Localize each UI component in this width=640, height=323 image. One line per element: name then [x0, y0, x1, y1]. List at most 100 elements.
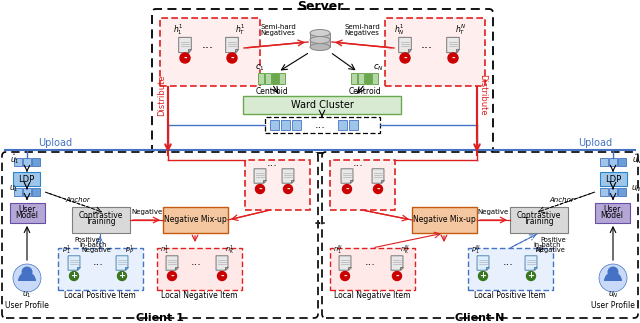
Bar [330, 160, 395, 210]
Bar [412, 207, 477, 233]
Bar [351, 72, 357, 84]
Circle shape [227, 53, 237, 63]
Polygon shape [188, 49, 191, 53]
Text: $n_K^1$: $n_K^1$ [225, 243, 235, 257]
Text: Negatives: Negatives [344, 30, 380, 36]
Bar [385, 18, 485, 86]
Bar [292, 120, 301, 130]
Bar [58, 248, 143, 290]
Bar [609, 188, 616, 196]
Bar [600, 188, 607, 196]
Circle shape [22, 266, 33, 277]
Text: Distribute: Distribute [479, 74, 488, 116]
Text: LDP: LDP [605, 174, 621, 183]
Text: $p_P^N$: $p_P^N$ [535, 243, 545, 257]
Text: +: + [118, 272, 125, 280]
Text: Negatives: Negatives [260, 30, 296, 36]
Circle shape [607, 266, 618, 277]
Text: -: - [286, 184, 290, 193]
Text: Local Positive Item: Local Positive Item [64, 290, 136, 299]
Text: $\hat{u}_N$: $\hat{u}_N$ [632, 152, 640, 166]
Text: Semi-hard: Semi-hard [344, 24, 380, 30]
Text: $p_P^1$: $p_P^1$ [125, 243, 134, 257]
Text: User: User [604, 204, 621, 214]
Ellipse shape [310, 29, 330, 36]
Bar [270, 120, 279, 130]
Text: -: - [345, 184, 349, 193]
Polygon shape [456, 49, 460, 53]
Text: Client N: Client N [455, 313, 505, 323]
Text: Anchor: Anchor [66, 197, 90, 203]
Text: Positive: Positive [74, 237, 100, 243]
Text: +: + [527, 272, 534, 280]
Bar [245, 160, 310, 210]
Bar [609, 158, 616, 166]
Text: Negative Mix-up: Negative Mix-up [413, 215, 476, 224]
Text: $h_T^N$: $h_T^N$ [455, 23, 467, 37]
Text: ...: ... [421, 38, 433, 51]
Circle shape [527, 272, 536, 280]
Text: -: - [343, 272, 347, 280]
Text: User Profile: User Profile [591, 301, 635, 310]
Circle shape [168, 272, 177, 280]
Text: In-batch: In-batch [79, 242, 107, 248]
Text: -: - [395, 272, 399, 280]
Circle shape [374, 184, 383, 193]
Text: Server: Server [297, 0, 343, 13]
Text: Contrastive: Contrastive [517, 211, 561, 220]
Text: Negative: Negative [535, 247, 565, 253]
Bar [600, 158, 607, 166]
Text: Anchor: Anchor [550, 197, 574, 203]
Text: Local Positive Item: Local Positive Item [474, 290, 546, 299]
Bar [157, 248, 242, 290]
Bar [22, 158, 31, 166]
Ellipse shape [310, 44, 330, 50]
Text: $\hat{u}_1$: $\hat{u}_1$ [10, 152, 20, 166]
Text: $n_1^1$: $n_1^1$ [161, 243, 170, 257]
Text: ...: ... [365, 257, 376, 267]
Polygon shape [399, 37, 412, 53]
Bar [13, 172, 40, 186]
Bar [281, 120, 290, 130]
Circle shape [599, 264, 627, 292]
Bar [22, 188, 31, 196]
Text: ...: ... [191, 257, 202, 267]
Polygon shape [391, 256, 403, 270]
Text: Ward Cluster: Ward Cluster [291, 100, 353, 110]
Text: $u_N$: $u_N$ [631, 184, 640, 194]
FancyBboxPatch shape [152, 9, 493, 153]
Circle shape [118, 272, 127, 280]
Text: $c_1$: $c_1$ [255, 63, 265, 73]
Circle shape [479, 272, 488, 280]
Polygon shape [116, 256, 128, 270]
Text: ...: ... [315, 120, 325, 130]
Text: $n_1^N$: $n_1^N$ [333, 243, 343, 257]
Text: -: - [376, 184, 380, 193]
Circle shape [284, 184, 292, 193]
Bar [31, 158, 40, 166]
Circle shape [180, 53, 190, 63]
Polygon shape [77, 267, 80, 270]
Text: $u_1$: $u_1$ [22, 290, 32, 300]
Polygon shape [235, 49, 238, 53]
Polygon shape [381, 180, 384, 183]
Bar [160, 18, 260, 86]
Bar [13, 158, 22, 166]
Circle shape [218, 272, 227, 280]
Polygon shape [216, 256, 228, 270]
Text: Model: Model [600, 212, 623, 221]
Polygon shape [262, 180, 266, 183]
Text: Upload: Upload [38, 138, 72, 148]
Circle shape [392, 272, 401, 280]
Bar [468, 248, 553, 290]
Text: -: - [403, 54, 407, 62]
Text: ...: ... [314, 213, 326, 227]
FancyBboxPatch shape [2, 152, 318, 318]
Text: -: - [183, 54, 187, 62]
Text: User: User [19, 204, 36, 214]
Text: Semi-hard: Semi-hard [260, 24, 296, 30]
FancyBboxPatch shape [322, 152, 638, 318]
Bar [31, 188, 40, 196]
Text: -: - [230, 54, 234, 62]
Bar [358, 72, 364, 84]
